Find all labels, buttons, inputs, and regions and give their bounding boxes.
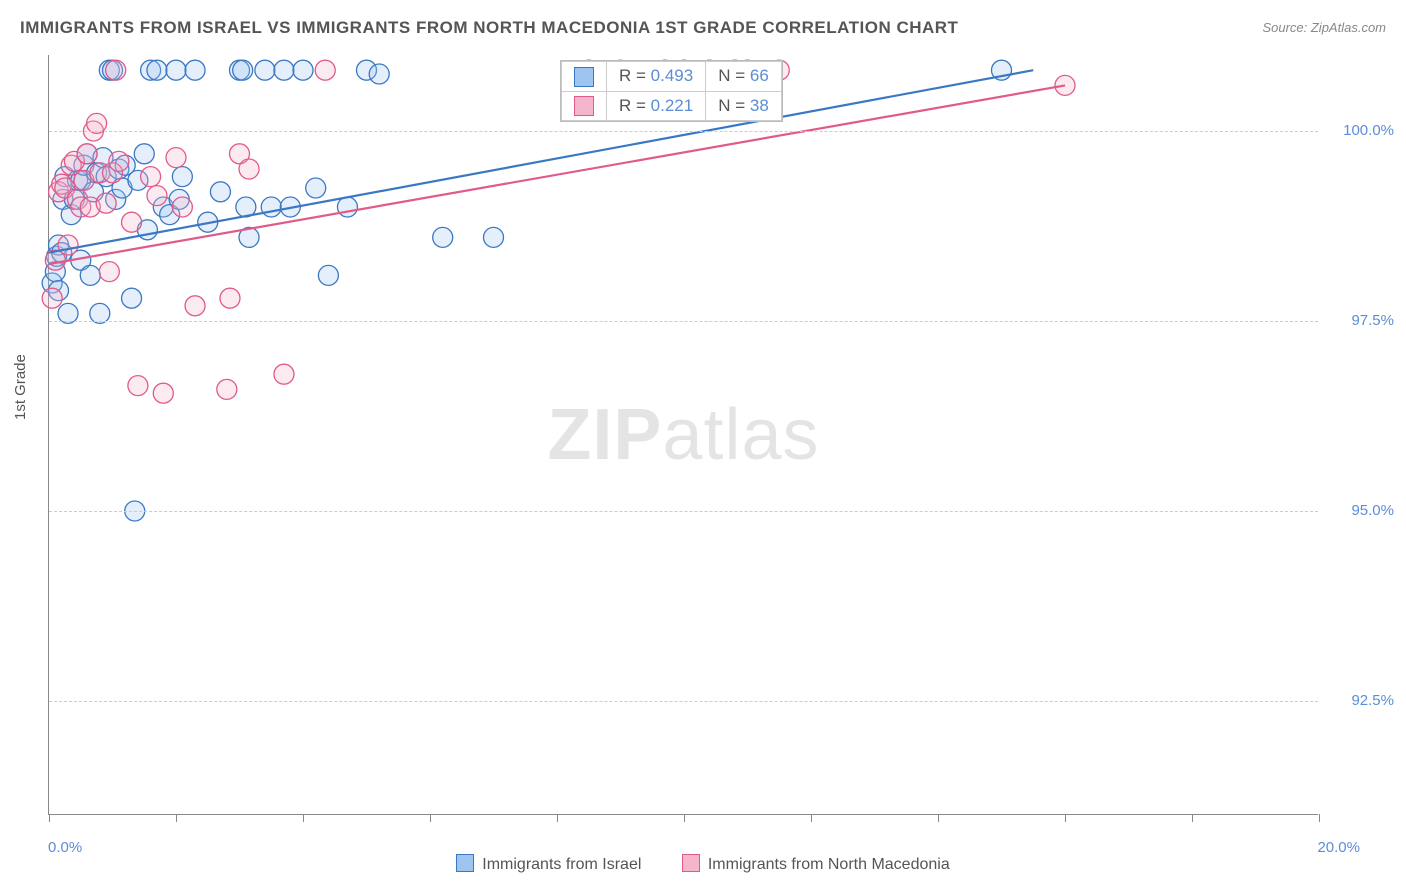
- x-tick-label-right: 20.0%: [1317, 839, 1360, 856]
- stats-n-label-2: N = 38: [706, 91, 782, 121]
- data-point: [166, 60, 186, 80]
- data-point: [233, 60, 253, 80]
- data-point: [106, 60, 126, 80]
- x-tick: [303, 814, 304, 822]
- gridline-h: [49, 131, 1318, 132]
- x-tick: [1065, 814, 1066, 822]
- x-tick: [49, 814, 50, 822]
- data-point: [109, 151, 129, 171]
- legend-label-1: Immigrants from Israel: [482, 856, 641, 873]
- stats-r-value-2: 0.221: [651, 96, 694, 115]
- data-point: [122, 212, 142, 232]
- gridline-h: [49, 321, 1318, 322]
- data-point: [306, 178, 326, 198]
- data-point: [128, 376, 148, 396]
- x-tick: [557, 814, 558, 822]
- stats-row-series-1: R = 0.493 N = 66: [562, 62, 782, 92]
- stats-r-label-2: R = 0.221: [607, 91, 706, 121]
- chart-plot-area: ZIPatlas: [48, 55, 1318, 815]
- data-point: [147, 60, 167, 80]
- data-point: [96, 193, 116, 213]
- stats-n-value-2: 38: [750, 96, 769, 115]
- chart-title: IMMIGRANTS FROM ISRAEL VS IMMIGRANTS FRO…: [20, 18, 958, 38]
- data-point: [77, 144, 97, 164]
- x-tick: [1192, 814, 1193, 822]
- x-tick: [938, 814, 939, 822]
- stats-row-series-2: R = 0.221 N = 38: [562, 91, 782, 121]
- stats-r-label-1: R = 0.493: [607, 62, 706, 92]
- data-point: [134, 144, 154, 164]
- stats-r-value-1: 0.493: [651, 66, 694, 85]
- data-point: [337, 197, 357, 217]
- data-point: [274, 60, 294, 80]
- y-axis-label: 1st Grade: [12, 354, 29, 420]
- data-point: [210, 182, 230, 202]
- legend-swatch-2: [682, 854, 700, 872]
- x-tick: [684, 814, 685, 822]
- data-point: [255, 60, 275, 80]
- legend-swatch-1: [456, 854, 474, 872]
- data-point: [42, 288, 62, 308]
- data-point: [172, 197, 192, 217]
- legend-item-1: Immigrants from Israel: [456, 854, 641, 874]
- data-point: [261, 197, 281, 217]
- data-point: [484, 227, 504, 247]
- trend-line: [49, 85, 1065, 264]
- data-point: [122, 288, 142, 308]
- data-point: [433, 227, 453, 247]
- data-point: [141, 167, 161, 187]
- legend-bottom: Immigrants from Israel Immigrants from N…: [0, 854, 1406, 874]
- source-attribution: Source: ZipAtlas.com: [1262, 20, 1386, 35]
- y-tick-label: 92.5%: [1351, 692, 1394, 709]
- y-tick-label: 95.0%: [1351, 502, 1394, 519]
- stats-table: R = 0.493 N = 66 R = 0.221 N = 38: [561, 61, 782, 121]
- data-point: [58, 235, 78, 255]
- data-point: [153, 383, 173, 403]
- x-tick: [176, 814, 177, 822]
- y-tick-label: 97.5%: [1351, 312, 1394, 329]
- stats-swatch-1: [574, 67, 594, 87]
- gridline-h: [49, 701, 1318, 702]
- data-point: [239, 159, 259, 179]
- data-point: [318, 265, 338, 285]
- data-point: [172, 167, 192, 187]
- stats-n-label-1: N = 66: [706, 62, 782, 92]
- x-tick: [1319, 814, 1320, 822]
- data-point: [80, 265, 100, 285]
- stats-n-value-1: 66: [750, 66, 769, 85]
- legend-item-2: Immigrants from North Macedonia: [682, 854, 950, 874]
- trend-line: [49, 70, 1033, 252]
- data-point: [369, 64, 389, 84]
- data-point: [185, 60, 205, 80]
- data-point: [220, 288, 240, 308]
- data-point: [147, 186, 167, 206]
- y-tick-label: 100.0%: [1343, 122, 1394, 139]
- x-tick: [811, 814, 812, 822]
- x-tick-label-left: 0.0%: [48, 839, 82, 856]
- data-point: [217, 379, 237, 399]
- correlation-stats-box: R = 0.493 N = 66 R = 0.221 N = 38: [560, 60, 783, 122]
- legend-label-2: Immigrants from North Macedonia: [708, 856, 950, 873]
- data-point: [185, 296, 205, 316]
- data-point: [293, 60, 313, 80]
- data-point: [99, 262, 119, 282]
- gridline-h: [49, 511, 1318, 512]
- x-tick: [430, 814, 431, 822]
- stats-swatch-2: [574, 96, 594, 116]
- data-point: [315, 60, 335, 80]
- data-point: [274, 364, 294, 384]
- data-point: [166, 148, 186, 168]
